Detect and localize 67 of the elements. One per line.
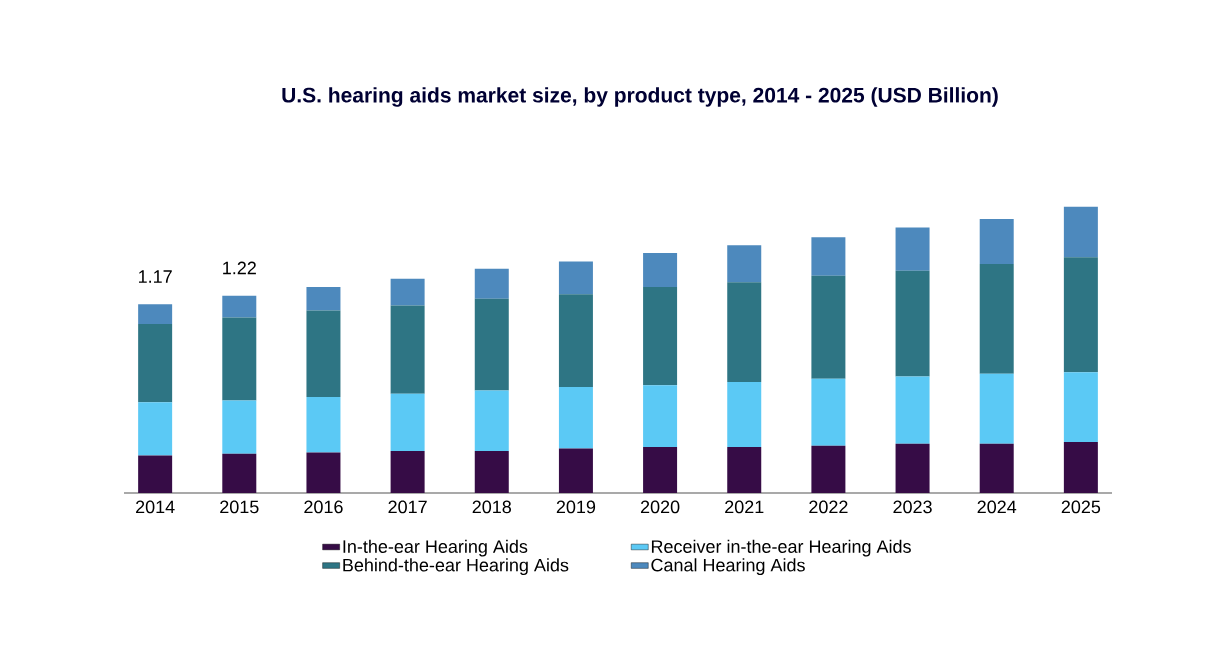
bar — [1063, 372, 1098, 443]
x-tick-label: 2018 — [472, 500, 512, 514]
bar — [390, 450, 425, 493]
bar — [979, 263, 1014, 374]
bar — [222, 317, 257, 401]
bar — [979, 218, 1014, 264]
bar — [979, 373, 1014, 444]
bar — [727, 446, 762, 493]
bar — [306, 397, 341, 453]
bar — [643, 385, 678, 447]
x-tick-label: 2016 — [304, 500, 343, 514]
bar — [895, 270, 930, 377]
bar — [222, 295, 257, 318]
bar — [474, 390, 509, 451]
x-tick-label: 2014 — [136, 500, 175, 514]
x-tick-label: 2021 — [725, 500, 764, 514]
bar — [390, 393, 425, 451]
bar — [390, 278, 425, 306]
bar — [643, 287, 678, 386]
bar — [895, 227, 930, 271]
x-tick-label: 2017 — [388, 500, 427, 514]
x-tick-label: 2024 — [977, 500, 1017, 514]
bar — [390, 305, 425, 394]
bar — [1063, 206, 1098, 258]
bar — [727, 381, 762, 447]
bar — [138, 402, 173, 456]
x-tick-label: 2023 — [893, 500, 932, 514]
legend-label: Receiver in-the-ear Hearing Aids — [651, 539, 911, 557]
bar — [558, 448, 593, 493]
legend-label: Behind-the-ear Hearing Aids — [343, 558, 569, 576]
legend-label: In-the-ear Hearing Aids — [343, 539, 528, 557]
bar — [811, 378, 846, 446]
bar — [306, 287, 341, 311]
bar — [222, 453, 257, 493]
bar — [558, 387, 593, 449]
x-tick-label: 2020 — [640, 500, 680, 514]
x-tick-label: 2025 — [1061, 500, 1101, 514]
x-tick-label: 2019 — [556, 500, 596, 514]
bar — [138, 304, 173, 325]
bar — [474, 298, 509, 391]
bar — [811, 237, 846, 276]
bar — [1063, 257, 1098, 373]
chart-title: U.S. hearing aids market size, by product type, 2014 - 2025 (USD Billion) — [282, 87, 998, 107]
bar — [306, 452, 341, 493]
bar — [1063, 442, 1098, 493]
bar — [727, 282, 762, 382]
x-tick-label: 2015 — [220, 500, 259, 514]
bar — [138, 324, 173, 403]
x-tick-label: 2022 — [809, 500, 848, 514]
annotation: 1.17 — [138, 270, 172, 283]
bar — [306, 310, 341, 398]
bar — [643, 446, 678, 493]
bar — [895, 443, 930, 493]
bar — [558, 261, 593, 295]
bar — [811, 275, 846, 379]
bar — [979, 443, 1014, 493]
bar — [138, 455, 173, 493]
bar — [643, 253, 678, 288]
bar — [811, 445, 846, 493]
bar — [474, 450, 509, 493]
bar — [727, 245, 762, 283]
annotation: 1.22 — [223, 261, 256, 275]
bar — [558, 294, 593, 388]
bar — [895, 376, 930, 444]
legend-label: Canal Hearing Aids — [651, 558, 805, 576]
bar — [474, 268, 509, 299]
bar — [222, 400, 257, 454]
